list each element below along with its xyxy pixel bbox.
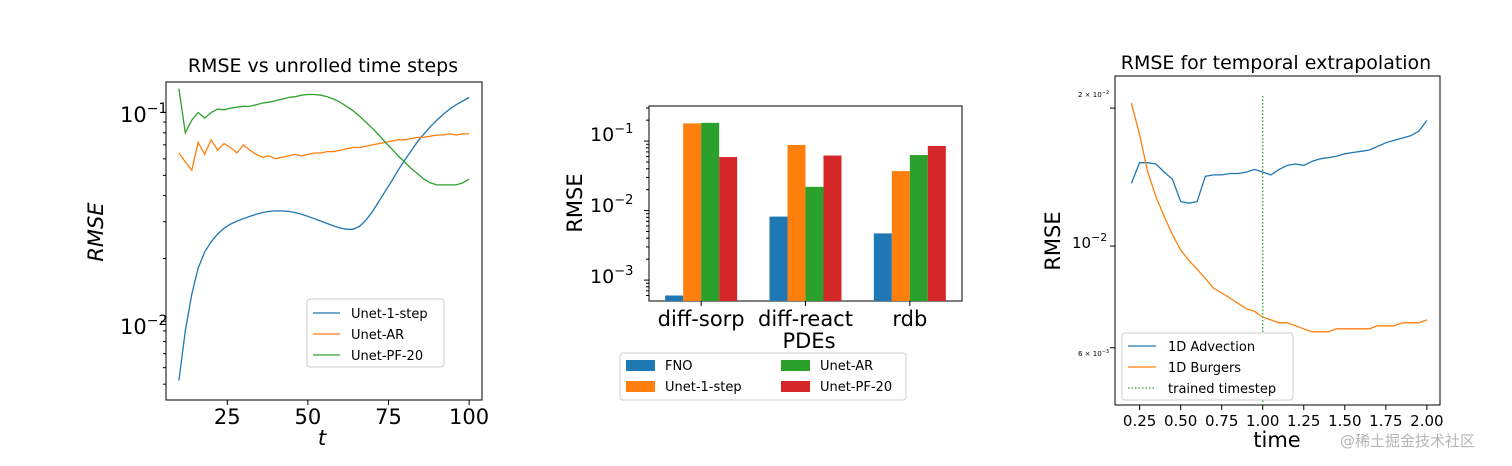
- p2-ylabel: RMSE: [563, 173, 587, 232]
- p3-xtick-label: 1.00: [1246, 412, 1279, 430]
- p1-legend-label: Unet-AR: [351, 328, 404, 343]
- p2-legend-box: [619, 352, 907, 401]
- p3-plot-area: 0.25 0.50 0.75 1.00 1.25 1.50 1.75 2.00: [1110, 96, 1444, 430]
- p2-legend-label: FNO: [665, 359, 692, 374]
- p2-bar-unet-pf-20-rdb: [927, 146, 946, 301]
- p3-legend-label: trained timestep: [1168, 382, 1276, 397]
- watermark: @稀土掘金技术社区: [1340, 432, 1475, 450]
- p1-legend-label: Unet-PF-20: [351, 349, 423, 364]
- p1-plot-area: 25 50 75 100: [161, 88, 489, 429]
- p1-xtick-label: 100: [449, 405, 489, 429]
- p1-xlabel: t: [318, 426, 327, 450]
- p2-bar-unet-ar-diff-sorp: [701, 122, 720, 301]
- p1-ytick-label: 10−2: [120, 313, 167, 339]
- p2-bar-unet-pf-20-diff-react: [823, 155, 842, 301]
- p2-legend-swatch-fno: [626, 360, 655, 371]
- p2-legend-swatch-unet-1-step: [626, 381, 655, 392]
- p3-series-1d-advection: [1130, 120, 1428, 204]
- p3-ylabel: RMSE: [1041, 211, 1065, 270]
- p1-xtick-label: 75: [375, 405, 402, 429]
- p1-ytick-label: 10−1: [120, 101, 167, 127]
- p2-bar-unet-1-step-diff-react: [787, 144, 806, 301]
- p2-bar-unet-1-step-rdb: [891, 171, 910, 301]
- p3-xlabel: time: [1253, 428, 1300, 452]
- p3-ytick-label: 6 × 10−3: [1078, 349, 1109, 358]
- p2-bar-fno-diff-react: [769, 216, 788, 301]
- p2-bar-unet-pf-20-diff-sorp: [719, 157, 738, 301]
- p3-series-1d-burgers: [1130, 103, 1428, 333]
- p1-xtick-label: 50: [295, 405, 322, 429]
- p3-xtick-label: 1.50: [1328, 412, 1361, 430]
- p1-legend-label: Unet-1-step: [351, 307, 428, 322]
- p3-legend: 1D Advection 1D Burgers trained timestep: [1121, 332, 1294, 401]
- p2-xtick-label: rdb: [892, 307, 927, 331]
- p1-legend: Unet-1-step Unet-AR Unet-PF-20: [306, 298, 445, 368]
- p2-legend-swatch-unet-pf-20: [781, 381, 810, 392]
- p2-xtick-label: diff-sorp: [658, 307, 745, 331]
- p2-bar-unet-1-step-diff-sorp: [683, 123, 702, 301]
- p3-legend-box: [1121, 332, 1294, 401]
- p2-ytick-label: 10−3: [590, 264, 633, 288]
- p2-bar-fno-diff-sorp: [665, 295, 684, 301]
- p1-frame: [165, 81, 483, 401]
- panel-3-temporal-extrapolation: RMSE for temporal extrapolation 0.25 0.50…: [1041, 52, 1444, 452]
- p2-legend-label: Unet-PF-20: [820, 380, 892, 395]
- p3-xtick-label: 0.75: [1205, 412, 1238, 430]
- p2-legend-label: Unet-AR: [820, 359, 873, 374]
- p2-legend: FNO Unet-1-step Unet-AR Unet-PF-20: [619, 352, 907, 401]
- p1-title: RMSE vs unrolled time steps: [188, 55, 458, 77]
- p2-ytick-label: 10−1: [590, 122, 633, 146]
- p3-frame: [1114, 75, 1441, 406]
- p2-bar-unet-ar-diff-react: [805, 186, 824, 301]
- p1-ylabel: RMSE: [84, 202, 108, 262]
- p3-legend-label: 1D Burgers: [1168, 361, 1241, 376]
- p3-xtick-label: 1.25: [1287, 412, 1320, 430]
- p2-legend-swatch-unet-ar: [781, 360, 810, 371]
- p2-xlabel: PDEs: [782, 329, 835, 353]
- p3-ytick-label: 2 × 10−2: [1078, 90, 1109, 99]
- p3-title: RMSE for temporal extrapolation: [1121, 52, 1431, 74]
- p1-xtick-label: 25: [214, 405, 241, 429]
- p1-legend-box: [306, 298, 445, 368]
- p3-xtick-label: 2.00: [1410, 412, 1443, 430]
- p2-plot-area: diff-sorp diff-react rdb: [644, 107, 946, 331]
- p2-bar-fno-rdb: [873, 233, 892, 301]
- p3-xtick-label: 1.75: [1369, 412, 1402, 430]
- p1-series-unet-pf-20: [178, 88, 470, 186]
- panel-1-rmse-vs-unrolled: RMSE vs unrolled time steps 25 50 75 100 10…: [84, 55, 489, 450]
- p1-series-unet-ar: [178, 133, 470, 172]
- p2-xtick-label: diff-react: [758, 307, 853, 331]
- p2-ytick-label: 10−2: [590, 193, 633, 217]
- p2-bar-unet-ar-rdb: [909, 155, 928, 301]
- p2-legend-label: Unet-1-step: [665, 380, 742, 395]
- p3-legend-label: 1D Advection: [1168, 340, 1255, 355]
- p3-ytick-label: 10−2: [1072, 231, 1107, 252]
- panel-2-bar-pdes: diff-sorp diff-react rdb 10−1 10−2 10−3 RM…: [563, 105, 963, 401]
- p3-xtick-label: 0.25: [1123, 412, 1156, 430]
- p3-xtick-label: 0.50: [1164, 412, 1197, 430]
